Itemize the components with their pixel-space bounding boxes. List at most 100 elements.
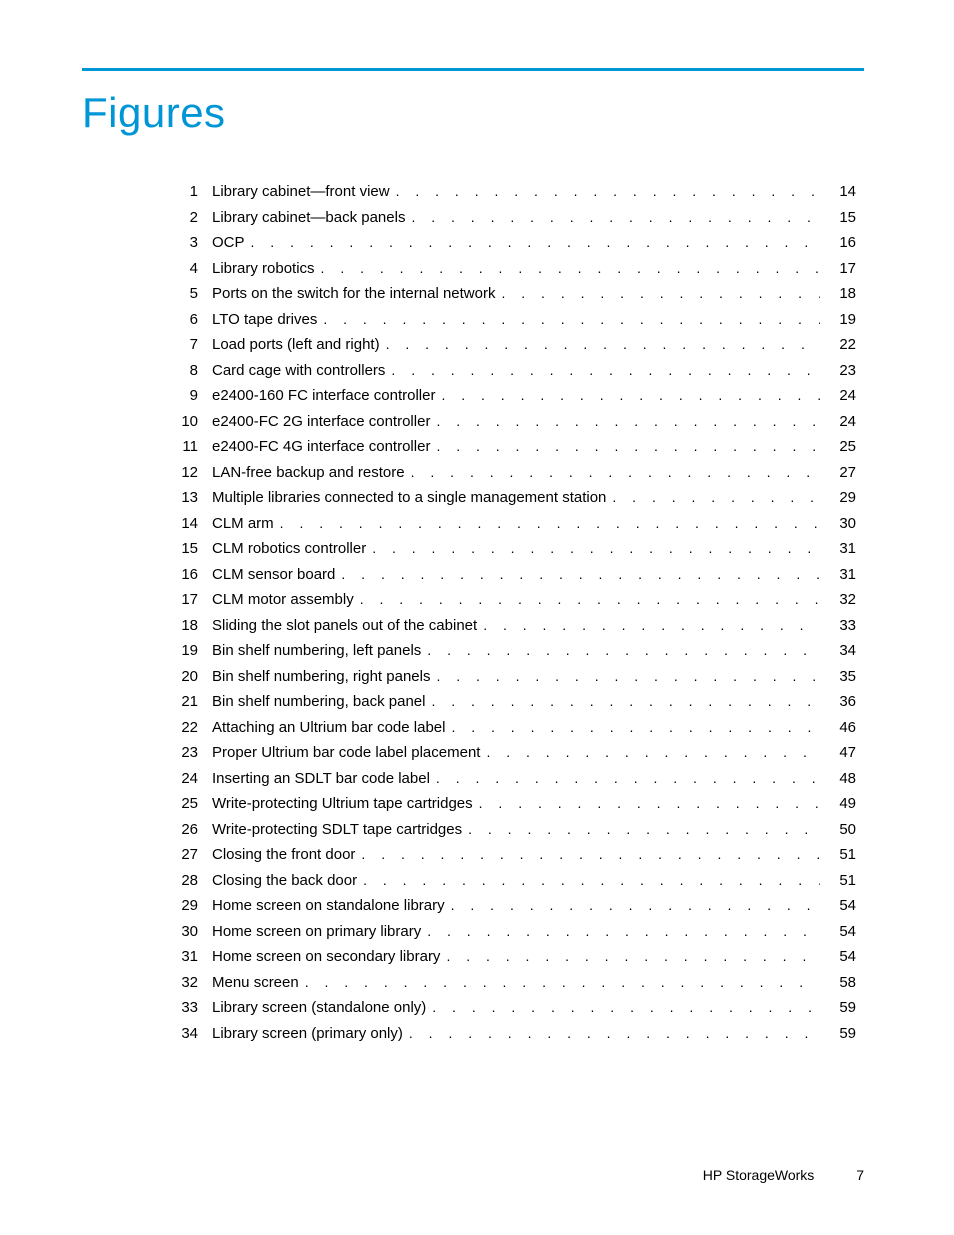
toc-entry[interactable]: 32Menu screen . . . . . . . . . . . . . … <box>164 974 856 991</box>
toc-entry-page: 32 <box>820 591 856 608</box>
toc-entry-page: 17 <box>820 260 856 277</box>
toc-entry-number: 18 <box>164 617 198 634</box>
toc-entry[interactable]: 30Home screen on primary library . . . .… <box>164 923 856 940</box>
toc-entry-number: 31 <box>164 948 198 965</box>
toc-entry[interactable]: 31Home screen on secondary library . . .… <box>164 948 856 965</box>
toc-entry-number: 20 <box>164 668 198 685</box>
toc-entry-page: 27 <box>820 464 856 481</box>
toc-entry-label: e2400-160 FC interface controller <box>212 387 435 404</box>
toc-entry-page: 31 <box>820 540 856 557</box>
toc-leader-dots: . . . . . . . . . . . . . . . . . . . . … <box>430 770 820 786</box>
toc-entry[interactable]: 1Library cabinet—front view . . . . . . … <box>164 183 856 200</box>
toc-entry-number: 3 <box>164 234 198 251</box>
toc-entry-number: 23 <box>164 744 198 761</box>
toc-entry-label: e2400-FC 4G interface controller <box>212 438 430 455</box>
toc-leader-dots: . . . . . . . . . . . . . . . . . . . . … <box>380 336 820 352</box>
toc-entry[interactable]: 24Inserting an SDLT bar code label . . .… <box>164 770 856 787</box>
toc-entry-number: 14 <box>164 515 198 532</box>
toc-entry-label: Menu screen <box>212 974 299 991</box>
toc-entry-page: 24 <box>820 387 856 404</box>
toc-entry-label: OCP <box>212 234 245 251</box>
toc-entry-label: Proper Ultrium bar code label placement <box>212 744 480 761</box>
toc-entry-page: 14 <box>820 183 856 200</box>
toc-entry-page: 15 <box>820 209 856 226</box>
toc-entry[interactable]: 16CLM sensor board . . . . . . . . . . .… <box>164 566 856 583</box>
toc-entry-page: 54 <box>820 948 856 965</box>
toc-entry[interactable]: 17CLM motor assembly . . . . . . . . . .… <box>164 591 856 608</box>
toc-entry[interactable]: 18 Sliding the slot panels out of the cab… <box>164 617 856 634</box>
footer-brand: HP StorageWorks <box>703 1167 815 1183</box>
toc-leader-dots: . . . . . . . . . . . . . . . . . . . . … <box>473 795 820 811</box>
toc-entry[interactable]: 8Card cage with controllers . . . . . . … <box>164 362 856 379</box>
toc-entry[interactable]: 27Closing the front door . . . . . . . .… <box>164 846 856 863</box>
toc-leader-dots: . . . . . . . . . . . . . . . . . . . . … <box>462 821 820 837</box>
toc-entry-page: 16 <box>820 234 856 251</box>
toc-entry-page: 59 <box>820 999 856 1016</box>
toc-entry[interactable]: 5Ports on the switch for the internal ne… <box>164 285 856 302</box>
toc-leader-dots: . . . . . . . . . . . . . . . . . . . . … <box>355 846 820 862</box>
toc-entry-label: Library cabinet—front view <box>212 183 390 200</box>
toc-entry-label: CLM motor assembly <box>212 591 354 608</box>
toc-entry[interactable]: 34Library screen (primary only) . . . . … <box>164 1025 856 1042</box>
toc-entry-page: 51 <box>820 872 856 889</box>
toc-entry-page: 54 <box>820 923 856 940</box>
toc-entry-number: 2 <box>164 209 198 226</box>
toc-entry[interactable]: 23 Proper Ultrium bar code label placemen… <box>164 744 856 761</box>
toc-entry[interactable]: 4Library robotics . . . . . . . . . . . … <box>164 260 856 277</box>
toc-entry[interactable]: 22Attaching an Ultrium bar code label . … <box>164 719 856 736</box>
toc-entry[interactable]: 12LAN-free backup and restore . . . . . … <box>164 464 856 481</box>
toc-leader-dots: . . . . . . . . . . . . . . . . . . . . … <box>274 515 820 531</box>
toc-leader-dots: . . . . . . . . . . . . . . . . . . . . … <box>245 234 820 250</box>
toc-entry[interactable]: 19Bin shelf numbering, left panels . . .… <box>164 642 856 659</box>
toc-leader-dots: . . . . . . . . . . . . . . . . . . . . … <box>385 362 820 378</box>
toc-entry-label: Library screen (standalone only) <box>212 999 426 1016</box>
toc-entry-page: 31 <box>820 566 856 583</box>
toc-entry[interactable]: 14CLM arm . . . . . . . . . . . . . . . … <box>164 515 856 532</box>
figures-list: 1Library cabinet—front view . . . . . . … <box>82 183 864 1042</box>
toc-entry[interactable]: 21Bin shelf numbering, back panel . . . … <box>164 693 856 710</box>
toc-entry-page: 18 <box>820 285 856 302</box>
toc-entry[interactable]: 20Bin shelf numbering, right panels . . … <box>164 668 856 685</box>
toc-entry[interactable]: 10e2400-FC 2G interface controller . . .… <box>164 413 856 430</box>
toc-entry-number: 10 <box>164 413 198 430</box>
toc-entry-number: 13 <box>164 489 198 506</box>
toc-entry[interactable]: 26Write-protecting SDLT tape cartridges … <box>164 821 856 838</box>
footer-page-number: 7 <box>856 1167 864 1183</box>
toc-entry[interactable]: 7Load ports (left and right) . . . . . .… <box>164 336 856 353</box>
page-footer: HP StorageWorks 7 <box>703 1167 864 1183</box>
toc-entry[interactable]: 2Library cabinet—back panels . . . . . .… <box>164 209 856 226</box>
toc-entry-number: 27 <box>164 846 198 863</box>
toc-entry[interactable]: 28Closing the back door . . . . . . . . … <box>164 872 856 889</box>
toc-leader-dots: . . . . . . . . . . . . . . . . . . . . … <box>425 693 820 709</box>
toc-entry-page: 22 <box>820 336 856 353</box>
toc-entry-page: 59 <box>820 1025 856 1042</box>
toc-leader-dots: . . . . . . . . . . . . . . . . . . . . … <box>317 311 820 327</box>
toc-entry-label: LAN-free backup and restore <box>212 464 405 481</box>
toc-entry[interactable]: 9e2400-160 FC interface controller . . .… <box>164 387 856 404</box>
toc-entry[interactable]: 25Write-protecting Ultrium tape cartridg… <box>164 795 856 812</box>
toc-leader-dots: . . . . . . . . . . . . . . . . . . . . … <box>366 540 820 556</box>
toc-entry[interactable]: 33Library screen (standalone only) . . .… <box>164 999 856 1016</box>
toc-leader-dots: . . . . . . . . . . . . . . . . . . . . … <box>430 668 820 684</box>
toc-entry-label: Sliding the slot panels out of the cabin… <box>212 617 477 634</box>
toc-entry-number: 33 <box>164 999 198 1016</box>
toc-leader-dots: . . . . . . . . . . . . . . . . . . . . … <box>354 591 820 607</box>
toc-leader-dots: . . . . . . . . . . . . . . . . . . . . … <box>357 872 820 888</box>
toc-entry-label: LTO tape drives <box>212 311 317 328</box>
toc-entry-label: Home screen on primary library <box>212 923 421 940</box>
toc-entry-number: 32 <box>164 974 198 991</box>
toc-entry[interactable]: 11e2400-FC 4G interface controller . . .… <box>164 438 856 455</box>
toc-entry[interactable]: 6LTO tape drives . . . . . . . . . . . .… <box>164 311 856 328</box>
toc-entry[interactable]: 29Home screen on standalone library . . … <box>164 897 856 914</box>
toc-entry[interactable]: 15CLM robotics controller . . . . . . . … <box>164 540 856 557</box>
toc-leader-dots: . . . . . . . . . . . . . . . . . . . . … <box>405 209 820 225</box>
toc-leader-dots: . . . . . . . . . . . . . . . . . . . . … <box>477 617 820 633</box>
toc-entry[interactable]: 3 OCP . . . . . . . . . . . . . . . . . .… <box>164 234 856 251</box>
toc-entry-page: 23 <box>820 362 856 379</box>
toc-entry-page: 25 <box>820 438 856 455</box>
toc-leader-dots: . . . . . . . . . . . . . . . . . . . . … <box>606 489 820 505</box>
toc-leader-dots: . . . . . . . . . . . . . . . . . . . . … <box>445 897 820 913</box>
toc-entry-label: Bin shelf numbering, back panel <box>212 693 425 710</box>
toc-entry[interactable]: 13Multiple libraries connected to a sing… <box>164 489 856 506</box>
toc-entry-page: 51 <box>820 846 856 863</box>
